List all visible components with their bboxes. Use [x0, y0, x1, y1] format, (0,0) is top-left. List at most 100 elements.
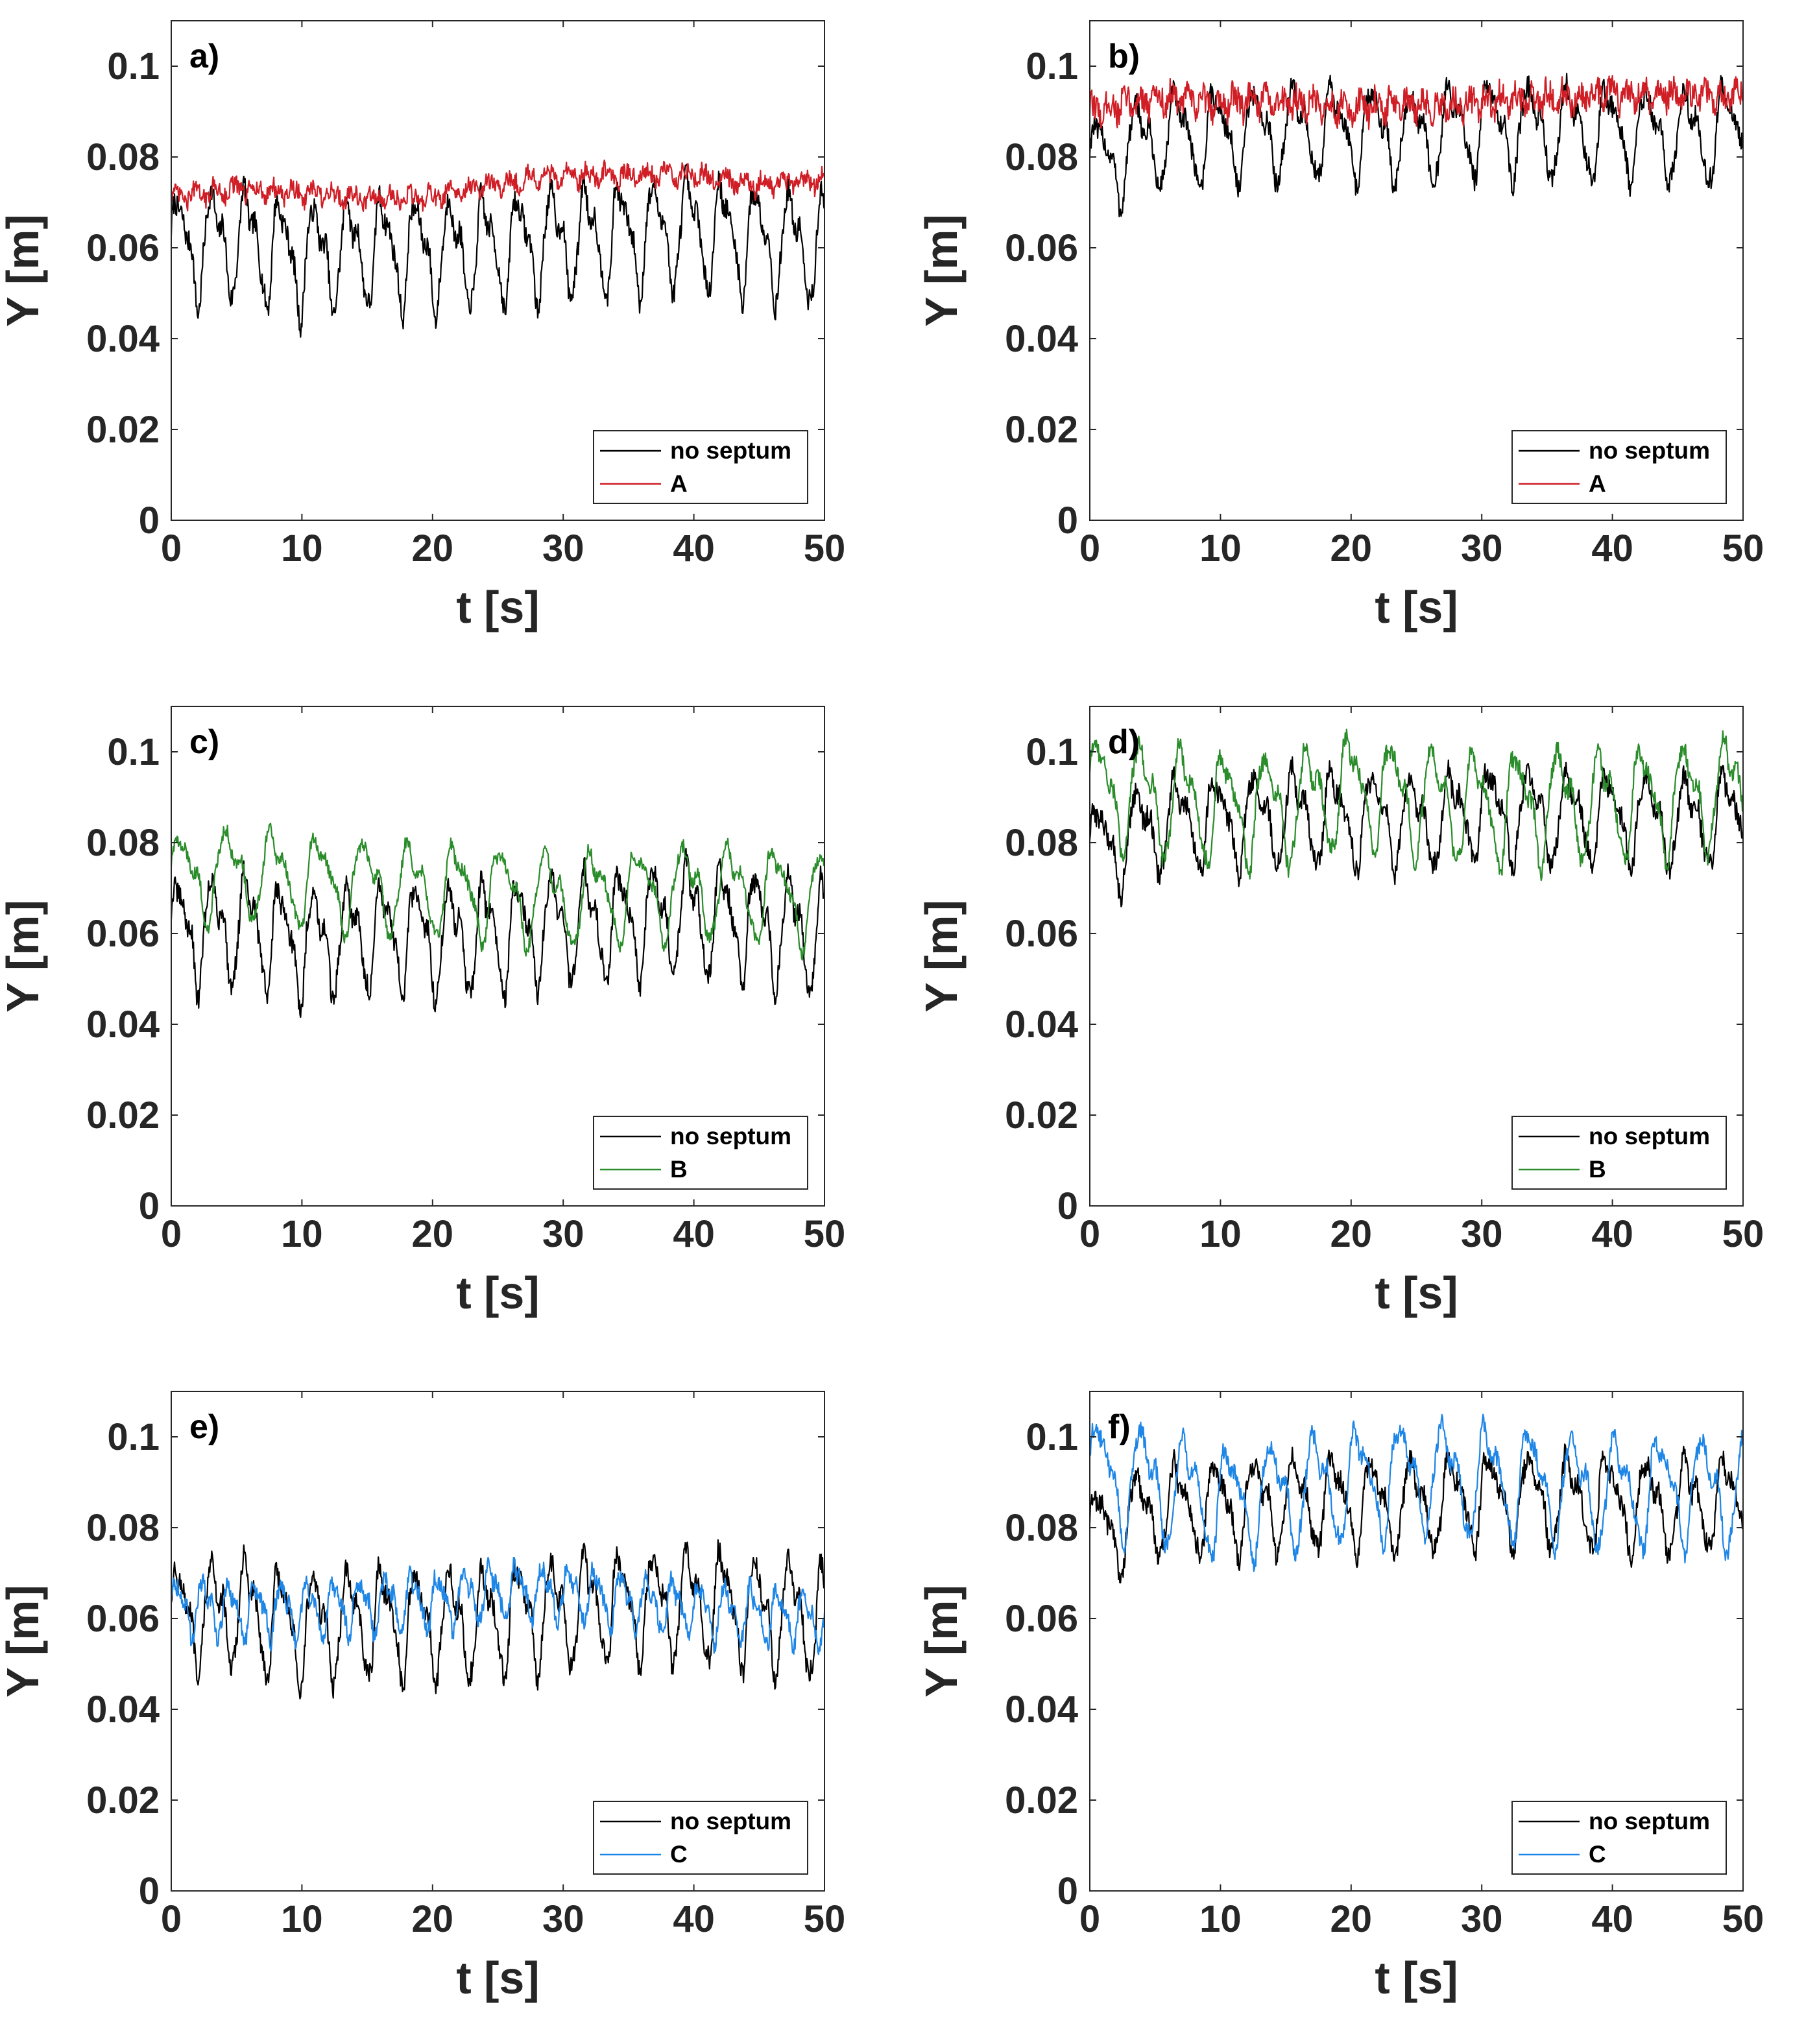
axes-frame	[1089, 1391, 1744, 1892]
legend-label: B	[670, 1156, 688, 1183]
y-tick-label: 0.04	[86, 1004, 160, 1046]
y-axis-label: Y [m]	[0, 900, 48, 1013]
series-line-no-septum	[1090, 1443, 1743, 1583]
y-tick-label: 0.06	[86, 1598, 160, 1640]
y-tick-label: 0.06	[1005, 1598, 1078, 1640]
series-line-no-septum	[171, 163, 824, 338]
y-tick-label: 0.02	[1005, 1094, 1078, 1136]
x-tick-label: 40	[673, 1898, 715, 1940]
panel-label: b)	[1108, 38, 1140, 75]
y-tick-label: 0.06	[86, 913, 160, 955]
legend-label: no septum	[1589, 1123, 1710, 1149]
x-tick-label: 20	[412, 527, 454, 570]
y-tick-label: 0.1	[107, 1416, 160, 1458]
x-tick-label: 30	[1461, 1213, 1503, 1255]
legend-label: A	[670, 470, 688, 497]
axes-frame	[171, 1391, 825, 1892]
y-tick-label: 0.02	[86, 409, 160, 451]
y-tick-label: 0	[1057, 1870, 1078, 1912]
series-group	[171, 823, 824, 1018]
x-tick-label: 10	[1199, 1898, 1242, 1940]
y-tick-label: 0.08	[86, 1507, 160, 1549]
panel-label: e)	[189, 1408, 219, 1446]
y-tick-label: 0.08	[1005, 1507, 1078, 1549]
panel-label: f)	[1108, 1408, 1131, 1446]
y-tick-label: 0.1	[1026, 45, 1078, 88]
x-tick-label: 0	[161, 1898, 182, 1940]
x-axis-label: t [s]	[456, 1953, 539, 2003]
axes-frame	[1089, 706, 1744, 1207]
y-tick-label: 0.08	[1005, 822, 1078, 864]
legend-label: A	[1589, 470, 1606, 497]
y-axis-label: Y [m]	[916, 214, 967, 327]
x-tick-label: 40	[673, 527, 715, 570]
y-axis-label: Y [m]	[916, 900, 967, 1013]
legend-box	[1511, 1801, 1727, 1875]
x-axis-label: t [s]	[456, 582, 539, 632]
x-tick-label: 50	[1722, 1898, 1764, 1940]
panel-b: 0 10 20 30 40 50 0 0.02 0.04 0.06 0.08 0.1 t [s] Y [m…	[916, 20, 1764, 632]
x-tick-label: 20	[1330, 1898, 1373, 1940]
x-tick-label: 50	[1722, 1213, 1764, 1255]
x-tick-label: 30	[542, 527, 584, 570]
series-line-A	[171, 159, 824, 212]
legend-box	[593, 1801, 808, 1875]
x-tick-label: 10	[281, 1213, 323, 1255]
x-tick-label: 0	[1079, 1898, 1100, 1940]
y-tick-label: 0.08	[86, 136, 160, 178]
x-tick-label: 0	[161, 527, 182, 570]
y-tick-label: 0.04	[86, 318, 160, 360]
x-tick-label: 10	[1199, 1213, 1242, 1255]
legend-box	[1511, 1116, 1727, 1190]
x-tick-label: 20	[412, 1213, 454, 1255]
series-line-A	[1090, 75, 1743, 130]
y-tick-label: 0.02	[1005, 1779, 1078, 1822]
y-tick-label: 0.04	[86, 1689, 160, 1731]
legend-label: no septum	[1589, 1808, 1710, 1834]
x-axis-label: t [s]	[1375, 582, 1458, 632]
y-tick-label: 0	[1057, 1185, 1078, 1227]
x-tick-label: 0	[1079, 1213, 1100, 1255]
legend: no septum A	[593, 430, 808, 504]
x-tick-label: 10	[281, 527, 323, 570]
panel-label: d)	[1108, 723, 1140, 761]
series-group	[1090, 1413, 1743, 1583]
axes-frame	[171, 20, 825, 521]
legend-label: B	[1589, 1156, 1606, 1183]
y-tick-label: 0.1	[1026, 731, 1078, 773]
y-tick-label: 0.06	[1005, 913, 1078, 955]
y-axis-label: Y [m]	[916, 1585, 967, 1698]
panel-a: 0 10 20 30 40 50 0 0.02 0.04 0.06 0.08 0.1 t [s] Y [m…	[0, 20, 845, 632]
legend: no septum C	[593, 1801, 808, 1875]
series-group	[171, 159, 824, 338]
panel-e: 0 10 20 30 40 50 0 0.02 0.04 0.06 0.08 0.1 t [s] Y [m…	[0, 1391, 845, 2003]
x-tick-label: 0	[1079, 527, 1100, 570]
legend: no septum A	[1511, 430, 1727, 504]
series-group	[1090, 73, 1743, 217]
x-tick-label: 20	[1330, 1213, 1373, 1255]
x-axis-label: t [s]	[456, 1268, 539, 1318]
y-tick-label: 0	[139, 1185, 160, 1227]
x-tick-label: 50	[804, 1213, 846, 1255]
panel-d: 0 10 20 30 40 50 0 0.02 0.04 0.06 0.08 0.1 t [s] Y [m…	[916, 706, 1764, 1318]
series-line-B	[171, 823, 824, 961]
series-group	[171, 1539, 824, 1700]
y-tick-label: 0	[139, 1870, 160, 1912]
legend: no septum B	[593, 1116, 808, 1190]
legend-label: C	[1589, 1841, 1606, 1868]
y-tick-label: 0.06	[86, 227, 160, 269]
legend-box	[593, 430, 808, 504]
y-tick-label: 0.08	[86, 822, 160, 864]
x-tick-label: 40	[1591, 527, 1633, 570]
series-line-no-septum	[1090, 756, 1743, 908]
y-tick-label: 0	[1057, 499, 1078, 542]
x-tick-label: 50	[1722, 527, 1764, 570]
legend-label: no septum	[670, 437, 791, 464]
y-tick-label: 0.02	[86, 1779, 160, 1822]
series-line-B	[1090, 728, 1743, 882]
y-tick-label: 0.1	[107, 45, 160, 88]
x-tick-label: 40	[673, 1213, 715, 1255]
y-axis-label: Y [m]	[0, 1585, 48, 1698]
x-tick-label: 40	[1591, 1898, 1633, 1940]
